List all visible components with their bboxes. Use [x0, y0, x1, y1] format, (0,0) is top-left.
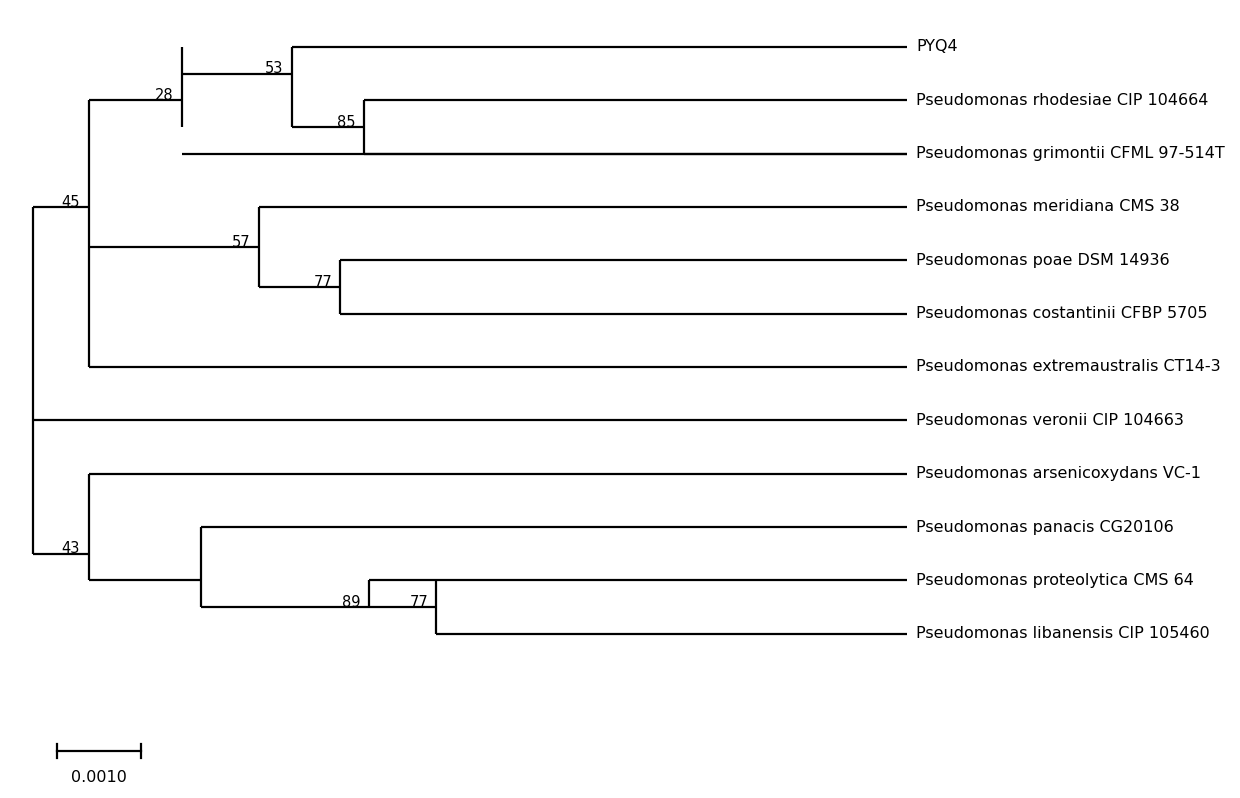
Text: 57: 57	[232, 235, 250, 250]
Text: Pseudomonas arsenicoxydans VC-1: Pseudomonas arsenicoxydans VC-1	[916, 466, 1202, 481]
Text: Pseudomonas grimontii CFML 97-514T: Pseudomonas grimontii CFML 97-514T	[916, 146, 1225, 161]
Text: Pseudomonas poae DSM 14936: Pseudomonas poae DSM 14936	[916, 253, 1169, 268]
Text: Pseudomonas panacis CG20106: Pseudomonas panacis CG20106	[916, 519, 1174, 535]
Text: 77: 77	[314, 275, 332, 290]
Text: Pseudomonas costantinii CFBP 5705: Pseudomonas costantinii CFBP 5705	[916, 306, 1208, 321]
Text: Pseudomonas meridiana CMS 38: Pseudomonas meridiana CMS 38	[916, 200, 1180, 215]
Text: Pseudomonas extremaustralis CT14-3: Pseudomonas extremaustralis CT14-3	[916, 359, 1220, 374]
Text: 28: 28	[155, 88, 174, 103]
Text: Pseudomonas rhodesiae CIP 104664: Pseudomonas rhodesiae CIP 104664	[916, 93, 1209, 108]
Text: Pseudomonas proteolytica CMS 64: Pseudomonas proteolytica CMS 64	[916, 573, 1194, 588]
Text: 89: 89	[342, 595, 361, 610]
Text: 77: 77	[409, 595, 428, 610]
Text: 0.0010: 0.0010	[71, 770, 128, 784]
Text: 43: 43	[62, 541, 81, 556]
Text: Pseudomonas veronii CIP 104663: Pseudomonas veronii CIP 104663	[916, 413, 1184, 428]
Text: PYQ4: PYQ4	[916, 39, 957, 54]
Text: 45: 45	[62, 195, 81, 210]
Text: 85: 85	[337, 115, 356, 129]
Text: 53: 53	[265, 61, 284, 76]
Text: Pseudomonas libanensis CIP 105460: Pseudomonas libanensis CIP 105460	[916, 626, 1210, 642]
